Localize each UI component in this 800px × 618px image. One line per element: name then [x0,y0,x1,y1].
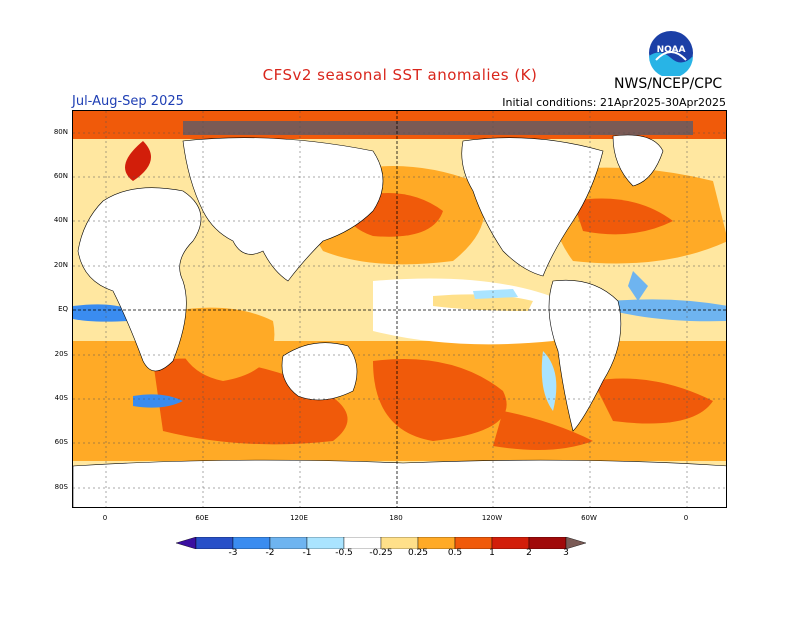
colorbar-swatch [565,537,587,549]
colorbar-tick-label: -1 [302,548,312,558]
lat-label-20n: 20N [53,261,68,269]
lon-label-180: 180 [389,514,403,522]
svg-text:NOAA: NOAA [657,45,686,55]
lon-label-60w: 60W [581,514,597,522]
lat-label-eq: EQ [58,305,68,313]
colorbar-tick-label: 2 [526,548,532,558]
noaa-logo: NOAA [649,31,693,76]
lat-label-40n: 40N [53,216,68,224]
colorbar [176,537,587,549]
colorbar-tick-label: 3 [563,548,569,558]
colorbar-tick-label: -0.25 [369,548,393,558]
lat-label-80s: 80S [54,483,68,491]
colorbar-tick-label: 1 [489,548,495,558]
map-title: CFSv2 seasonal SST anomalies (K) [262,66,538,84]
lon-label-120e: 120E [290,514,308,522]
sst-anomaly-map [72,110,727,508]
lat-label-60s: 60S [54,438,68,446]
colorbar-tick-label: 0.5 [447,548,463,558]
initial-conditions-label: Initial conditions: 21Apr2025-30Apr2025 [502,96,726,109]
lat-lon-grid [73,111,726,507]
colorbar-tick-label: 0.25 [407,548,429,558]
lat-label-80n: 80N [53,128,68,136]
lon-label-0-right: 0 [683,514,689,522]
lon-label-120w: 120W [481,514,503,522]
continents [73,134,726,507]
lat-label-20s: 20S [54,350,68,358]
agency-label: NWS/NCEP/CPC [614,76,723,92]
lon-label-0: 0 [102,514,108,522]
colorbar-swatch [176,537,197,549]
colorbar-tick-label: -0.5 [335,548,353,558]
lat-label-40s: 40S [54,394,68,402]
lon-label-60e: 60E [195,514,209,522]
season-label: Jul-Aug-Sep 2025 [72,94,184,109]
colorbar-tick-label: -3 [228,548,238,558]
lat-label-60n: 60N [53,172,68,180]
colorbar-tick-label: -2 [265,548,275,558]
